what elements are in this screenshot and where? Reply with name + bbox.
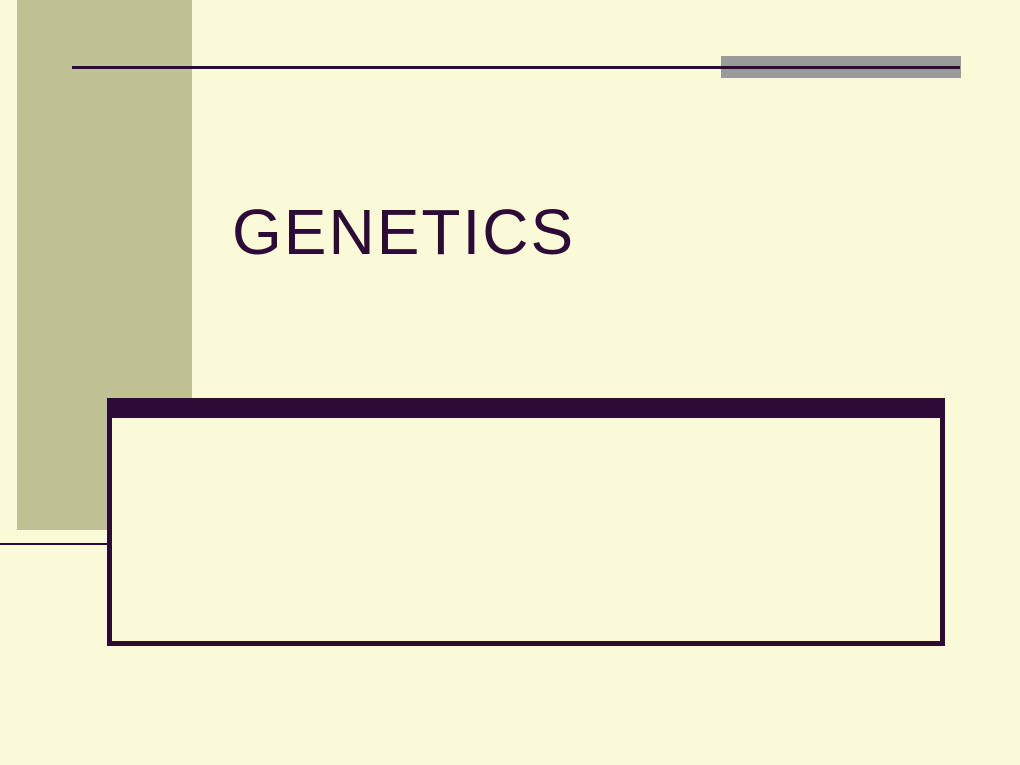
top-horizontal-rule [72,66,960,69]
slide-title: GENETICS [232,195,575,269]
content-box-frame [107,418,945,646]
content-box-top-bar [107,398,945,418]
left-tick-mark [0,543,107,545]
